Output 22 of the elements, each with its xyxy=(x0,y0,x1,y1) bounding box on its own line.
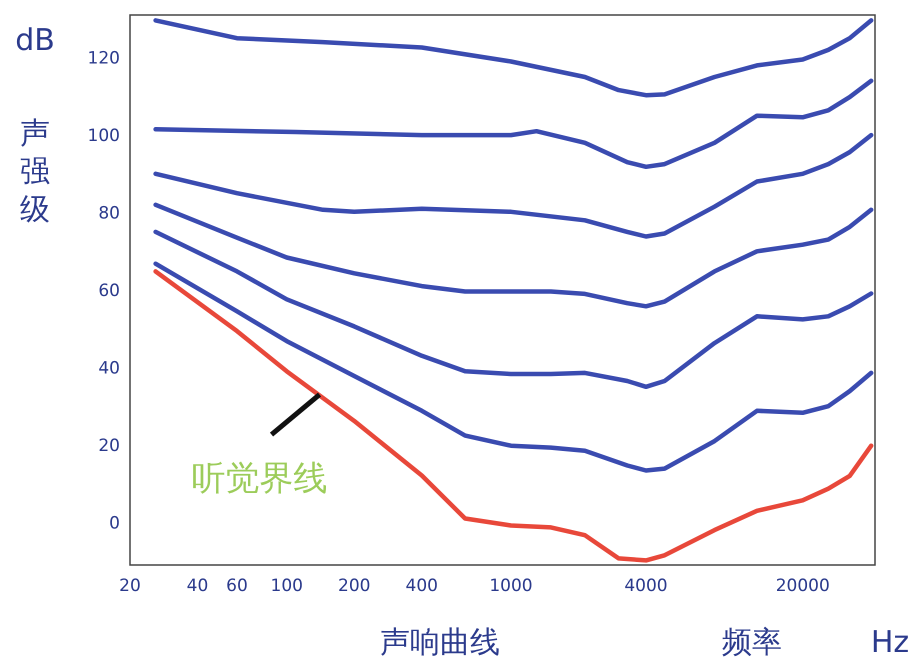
y-tick-label: 60 xyxy=(98,281,120,301)
x-axis-title: 频率 xyxy=(722,625,782,660)
y-tick-label: 100 xyxy=(88,126,120,146)
x-tick-label: 400 xyxy=(406,576,438,596)
x-tick-label: 1000 xyxy=(489,576,533,596)
text: dB xyxy=(15,23,55,58)
y-tick-label: 80 xyxy=(98,204,120,224)
y-axis-title: 声强级 xyxy=(20,116,50,227)
x-tick-label: 40 xyxy=(186,576,208,596)
text: Hz xyxy=(870,625,910,660)
annotation: 听觉界线 xyxy=(192,458,328,499)
y-tick-label: 0 xyxy=(109,513,120,534)
x-tick-label: 200 xyxy=(338,576,370,596)
y-tick-label: 120 xyxy=(88,48,120,69)
x-tick-label: 100 xyxy=(270,576,303,596)
y-tick-label: 20 xyxy=(98,436,120,456)
x-tick-label: 20000 xyxy=(776,576,830,596)
x-tick-label: 4000 xyxy=(624,576,668,596)
text: 声响曲线 xyxy=(380,625,500,660)
y-tick-label: 40 xyxy=(98,358,120,378)
x-tick-label: 60 xyxy=(226,576,248,596)
x-tick-label: 20 xyxy=(119,576,141,596)
